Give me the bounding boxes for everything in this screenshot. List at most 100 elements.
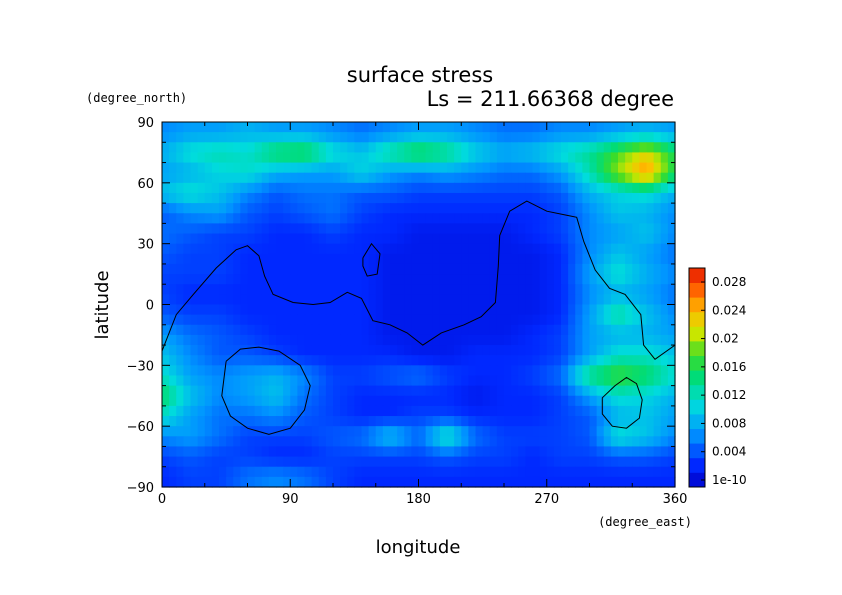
field-cell (190, 395, 199, 407)
field-cell (439, 162, 448, 174)
field-cell (489, 355, 498, 366)
field-cell (539, 375, 548, 387)
field-cell (432, 416, 441, 427)
field-cell (290, 324, 298, 336)
field-cell (660, 284, 669, 295)
field-cell (625, 213, 633, 224)
field-cell (211, 182, 220, 194)
field-cell (347, 446, 355, 458)
field-cell (525, 243, 534, 255)
field-cell (553, 274, 562, 285)
field-cell (190, 274, 199, 285)
field-cell (254, 395, 263, 407)
field-cell (233, 182, 241, 194)
field-cell (653, 375, 662, 387)
field-cell (539, 263, 548, 275)
field-cell (254, 182, 263, 194)
field-cell (653, 233, 662, 245)
field-cell (425, 223, 434, 235)
field-cell (475, 446, 484, 458)
field-cell (411, 152, 420, 164)
field-cell (390, 365, 398, 377)
field-cell (468, 233, 477, 245)
field-cell (468, 152, 477, 164)
field-cell (532, 182, 541, 194)
field-cell (461, 334, 469, 346)
field-cell (297, 355, 306, 366)
field-cell (539, 192, 548, 204)
field-cell (261, 213, 270, 224)
field-cell (226, 416, 234, 427)
field-cell (468, 243, 477, 255)
field-cell (240, 243, 249, 255)
field-cell (496, 294, 505, 306)
field-cell (325, 142, 334, 154)
field-cell (454, 243, 462, 255)
field-cell (333, 213, 341, 224)
field-cell (290, 284, 298, 295)
field-cell (197, 182, 206, 194)
field-cell (518, 274, 526, 285)
field-cell (276, 122, 284, 133)
field-cell (397, 142, 405, 154)
field-cell (368, 436, 377, 448)
field-cell (568, 253, 576, 265)
field-cell (618, 284, 626, 295)
field-cell (610, 284, 619, 295)
field-cell (382, 233, 391, 245)
field-cell (439, 416, 448, 427)
field-cell (653, 426, 662, 437)
field-cell (283, 213, 291, 224)
field-cell (297, 365, 306, 377)
field-cell (261, 142, 270, 154)
field-cell (382, 456, 391, 468)
field-cell (561, 314, 569, 326)
field-cell (354, 476, 363, 488)
field-cell (418, 385, 427, 397)
field-cell (439, 456, 448, 468)
field-cell (582, 152, 591, 164)
field-cell (318, 456, 327, 468)
field-cell (625, 324, 633, 336)
field-cell (197, 466, 206, 478)
field-cell (240, 233, 249, 245)
field-cell (247, 456, 256, 468)
field-cell (432, 142, 441, 154)
field-cell (169, 294, 177, 306)
field-cell (468, 385, 477, 397)
field-cell (496, 172, 505, 184)
field-cell (553, 466, 562, 478)
field-cell (240, 263, 249, 275)
field-cell (461, 476, 469, 488)
field-cell (183, 203, 192, 214)
field-cell (183, 122, 192, 133)
field-cell (304, 284, 313, 295)
field-cell (226, 324, 234, 336)
field-cell (219, 355, 227, 366)
field-cell (390, 426, 398, 437)
field-cell (240, 436, 249, 448)
field-cell (254, 446, 263, 458)
field-cell (290, 426, 298, 437)
field-cell (333, 395, 341, 407)
field-cell (653, 355, 662, 366)
field-cell (489, 253, 498, 265)
field-cell (347, 304, 355, 316)
field-cell (333, 324, 341, 336)
field-cell (482, 142, 491, 154)
field-cell (546, 253, 555, 265)
field-cell (347, 334, 355, 346)
field-cell (219, 416, 227, 427)
field-cell (190, 405, 199, 417)
field-cell (632, 203, 640, 214)
field-cell (568, 132, 576, 143)
field-cell (589, 162, 598, 174)
field-cell (268, 466, 277, 478)
field-cell (525, 233, 534, 245)
field-cell (496, 274, 505, 285)
field-cell (610, 476, 619, 488)
field-cell (504, 182, 512, 194)
colorbar-tick-label: 0.016 (712, 360, 746, 374)
field-cell (618, 466, 626, 478)
field-cell (518, 233, 526, 245)
